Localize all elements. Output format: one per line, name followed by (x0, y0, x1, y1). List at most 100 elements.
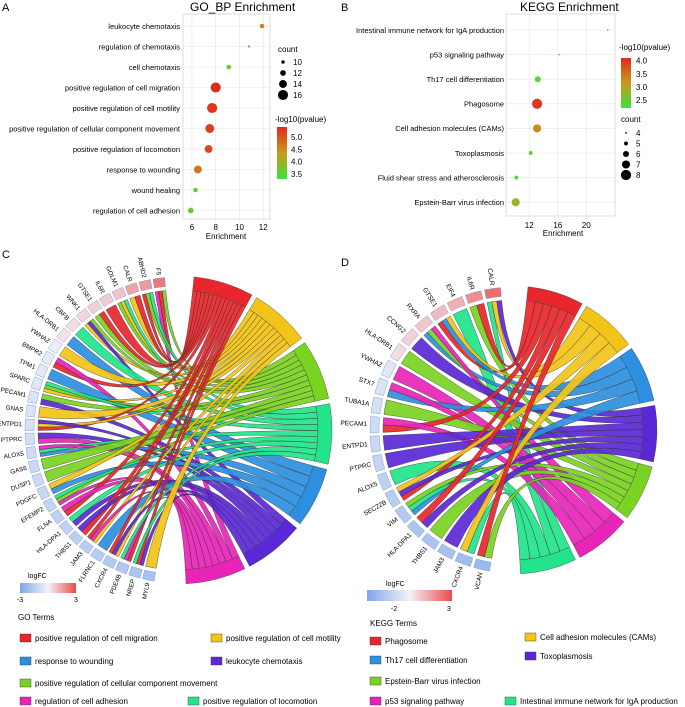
gene-label: ALOX5 (3, 450, 25, 460)
term-arc (519, 546, 576, 575)
gene-segment (142, 569, 156, 582)
gene-segment (28, 459, 41, 474)
gene-segment (370, 396, 383, 415)
y-category-label: cell chemotaxis (129, 63, 181, 72)
gene-segment (75, 308, 91, 323)
gene-label: YWHAZ (28, 327, 51, 346)
chord-ribbon (460, 342, 618, 552)
y-category-label: regulation of cell adhesion (93, 206, 180, 215)
gene-label: GTSE1 (76, 282, 94, 303)
legend-swatch (19, 696, 32, 706)
gene-segment (58, 520, 74, 536)
legend-label: response to wounding (35, 657, 113, 666)
gene-segment (65, 317, 81, 333)
count-legend-label: 10 (293, 58, 302, 67)
gene-segment (99, 292, 114, 307)
color-legend-label: 3.5 (636, 70, 648, 79)
term-arc (639, 405, 658, 463)
gene-segment (35, 363, 49, 378)
gene-segment (429, 304, 449, 322)
gene-segment (48, 338, 63, 354)
chord-ribbon (139, 493, 250, 566)
gene-label: PECAM1 (0, 387, 27, 400)
data-point (532, 98, 543, 109)
panel-label-c: C (2, 249, 10, 261)
kegg-logfc-title: logFC (386, 581, 405, 588)
go-terms-legend-title: GO Terms (18, 613, 54, 622)
data-point (193, 187, 198, 193)
gene-segment (384, 489, 401, 508)
gene-label: VIM (386, 516, 399, 529)
gene-segment (374, 377, 389, 396)
gene-segment (421, 532, 440, 550)
legend-label: Epstein-Barr virus infection (385, 677, 481, 686)
gene-segment (377, 472, 392, 491)
data-point (210, 82, 221, 93)
gene-label: PTPRC (1, 436, 23, 444)
term-arc (293, 342, 329, 402)
count-legend-dot (625, 132, 627, 134)
gene-segment (90, 547, 106, 563)
gene-segment (389, 343, 407, 362)
x-tick-label: 20 (582, 221, 591, 230)
gene-segment (414, 315, 433, 333)
legend-label: positive regulation of cellular componen… (35, 679, 218, 688)
count-legend-label: 4 (636, 129, 641, 138)
legend-swatch (210, 656, 223, 666)
kegg-terms-legend-title: KEGG Terms (370, 619, 417, 628)
gene-segment (25, 446, 37, 460)
chord-ribbon (145, 342, 291, 569)
term-arc (615, 463, 653, 519)
chord-ribbon (154, 291, 239, 560)
legend-swatch (524, 651, 537, 661)
kegg-dot-plot: KEGG Enrichment Intestinal immune networ… (356, 0, 670, 238)
gene-label: GTSE1 (421, 287, 438, 309)
data-point (514, 175, 519, 180)
kegg-logfc-max: 3 (447, 606, 451, 613)
y-category-label: Epstein-Barr virus infection (414, 198, 504, 207)
gene-segment (27, 390, 40, 404)
gene-segment (437, 543, 456, 560)
gene-segment (42, 497, 57, 513)
gene-segment (124, 282, 140, 296)
gene-label: VCAN (474, 571, 485, 590)
data-point (533, 124, 542, 133)
legend-swatch (369, 636, 382, 646)
gene-label: F5 (154, 268, 162, 277)
color-legend-label: 3.5 (291, 170, 303, 179)
gene-label: CXCR4 (451, 565, 465, 588)
gene-segment (30, 376, 44, 391)
legend-swatch (369, 696, 382, 706)
gene-segment (111, 287, 127, 301)
chord-ribbon (416, 308, 569, 523)
data-point (511, 198, 520, 207)
chord-ribbon (444, 448, 642, 548)
gene-segment (473, 558, 492, 572)
y-category-label: Toxoplasmosis (455, 149, 504, 158)
legend-swatch (369, 655, 382, 665)
legend-label: Th17 cell differentiation (385, 656, 468, 665)
gene-label: ENTPD1 (0, 420, 23, 428)
term-arc (249, 297, 302, 347)
term-arc (288, 465, 328, 525)
legend-swatch (19, 633, 32, 643)
x-tick-label: 8 (213, 223, 218, 232)
y-category-label: wound healing (131, 186, 180, 195)
gene-segment (406, 519, 425, 538)
color-legend-label: 2.5 (636, 96, 648, 105)
count-legend-label: 5 (636, 140, 641, 149)
count-legend-dot (281, 60, 285, 64)
chord-ribbon (396, 333, 610, 493)
data-point (558, 53, 561, 56)
y-category-label: Cell adhesion molecules (CAMs) (395, 124, 504, 133)
count-legend-dot (280, 70, 286, 76)
gene-segment (41, 350, 56, 366)
gene-segment (24, 418, 35, 431)
legend-label: Phagosome (385, 637, 428, 646)
legend-swatch (524, 632, 537, 642)
panel-label-d: D (341, 257, 349, 269)
gene-label: THBS1 (54, 541, 73, 561)
data-point (204, 145, 213, 153)
gene-segment (369, 435, 381, 453)
gene-label: IL6R (465, 276, 476, 291)
